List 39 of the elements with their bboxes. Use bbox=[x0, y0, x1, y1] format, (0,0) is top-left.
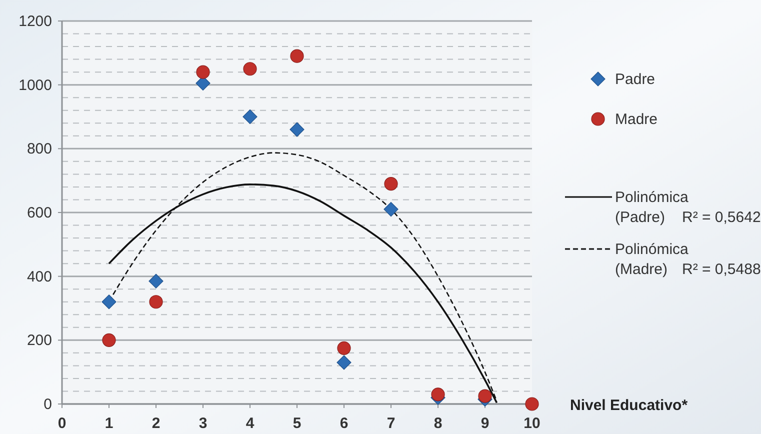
text: R² = 0,5642 bbox=[682, 209, 761, 226]
x-tick-label: 7 bbox=[386, 415, 396, 432]
point bbox=[149, 295, 163, 309]
x-tick-label: 10 bbox=[524, 415, 540, 432]
y-tick-label: 1200 bbox=[18, 13, 52, 30]
x-tick-label: 9 bbox=[480, 415, 490, 432]
point bbox=[290, 122, 304, 137]
point bbox=[431, 388, 445, 402]
x-tick-label: 3 bbox=[198, 415, 208, 432]
point bbox=[478, 389, 492, 403]
y-tick-label: 1000 bbox=[18, 76, 52, 94]
legend-label: Madre bbox=[615, 111, 658, 128]
point bbox=[337, 341, 351, 355]
x-tick-label: 8 bbox=[434, 415, 442, 432]
point bbox=[384, 176, 398, 191]
point bbox=[242, 109, 258, 124]
x-tick-label: 5 bbox=[292, 415, 302, 432]
point bbox=[102, 294, 116, 310]
y-tick-label: 600 bbox=[26, 204, 52, 222]
y-tick-label: 400 bbox=[26, 268, 52, 286]
text: R² = 0,5488 bbox=[682, 261, 761, 278]
y-tick-label: 0 bbox=[44, 396, 52, 413]
legend-label: Padre bbox=[615, 71, 656, 88]
point bbox=[243, 62, 257, 76]
x-tick-label: 1 bbox=[104, 415, 114, 432]
point bbox=[102, 333, 116, 347]
y-tick-label: 800 bbox=[26, 140, 52, 158]
x-axis-title: Nivel Educativo* bbox=[570, 397, 688, 414]
x-tick-label: 6 bbox=[340, 415, 348, 432]
x-tick-label: 4 bbox=[246, 415, 255, 432]
point bbox=[196, 65, 210, 79]
point bbox=[148, 274, 164, 288]
point bbox=[336, 355, 352, 370]
point bbox=[290, 49, 304, 63]
y-tick-label: 200 bbox=[26, 332, 52, 350]
x-tick-label: 2 bbox=[152, 415, 160, 432]
x-tick-label: 0 bbox=[58, 415, 66, 432]
point bbox=[525, 397, 539, 411]
point bbox=[384, 202, 398, 217]
